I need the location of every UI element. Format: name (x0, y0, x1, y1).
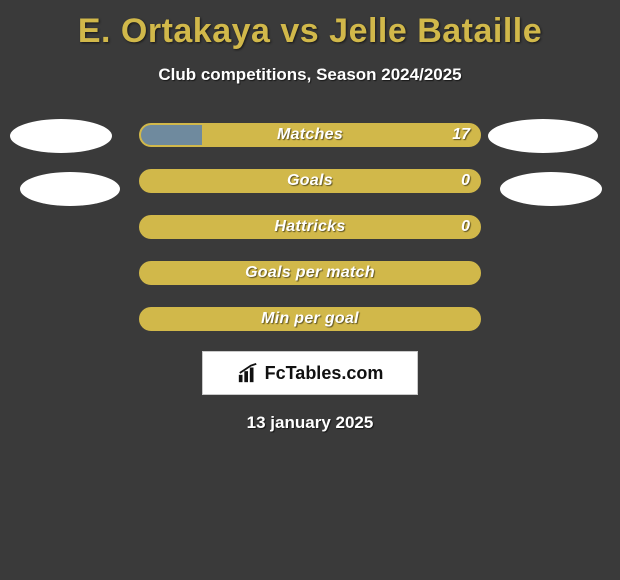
logo-box: FcTables.com (202, 351, 418, 395)
comparison-title: E. Ortakaya vs Jelle Bataille (0, 0, 620, 51)
stat-bar: Goals per match (139, 261, 481, 285)
player-photo-placeholder (500, 172, 602, 206)
stat-label: Hattricks (141, 217, 479, 237)
fctables-logo-icon (237, 362, 259, 384)
stat-label: Min per goal (141, 309, 479, 329)
stat-bar: Goals (139, 169, 481, 193)
stat-row: Min per goal (0, 307, 620, 331)
player-photo-placeholder (20, 172, 120, 206)
stat-bar: Matches (139, 123, 481, 147)
player-photo-placeholder (488, 119, 598, 153)
comparison-subtitle: Club competitions, Season 2024/2025 (0, 65, 620, 85)
snapshot-date: 13 january 2025 (0, 413, 620, 433)
stat-value-right: 0 (461, 215, 470, 239)
stat-bar: Hattricks (139, 215, 481, 239)
logo-text: FcTables.com (265, 363, 384, 384)
stat-value-right: 17 (452, 123, 470, 147)
stat-rows: 1Matches170Goals00Hattricks0Goals per ma… (0, 123, 620, 331)
stat-label: Goals per match (141, 263, 479, 283)
stat-value-right: 0 (461, 169, 470, 193)
stat-label: Goals (141, 171, 479, 191)
stat-label: Matches (141, 125, 479, 145)
stat-row: 0Hattricks0 (0, 215, 620, 239)
player-photo-placeholder (10, 119, 112, 153)
stat-row: Goals per match (0, 261, 620, 285)
stat-bar: Min per goal (139, 307, 481, 331)
